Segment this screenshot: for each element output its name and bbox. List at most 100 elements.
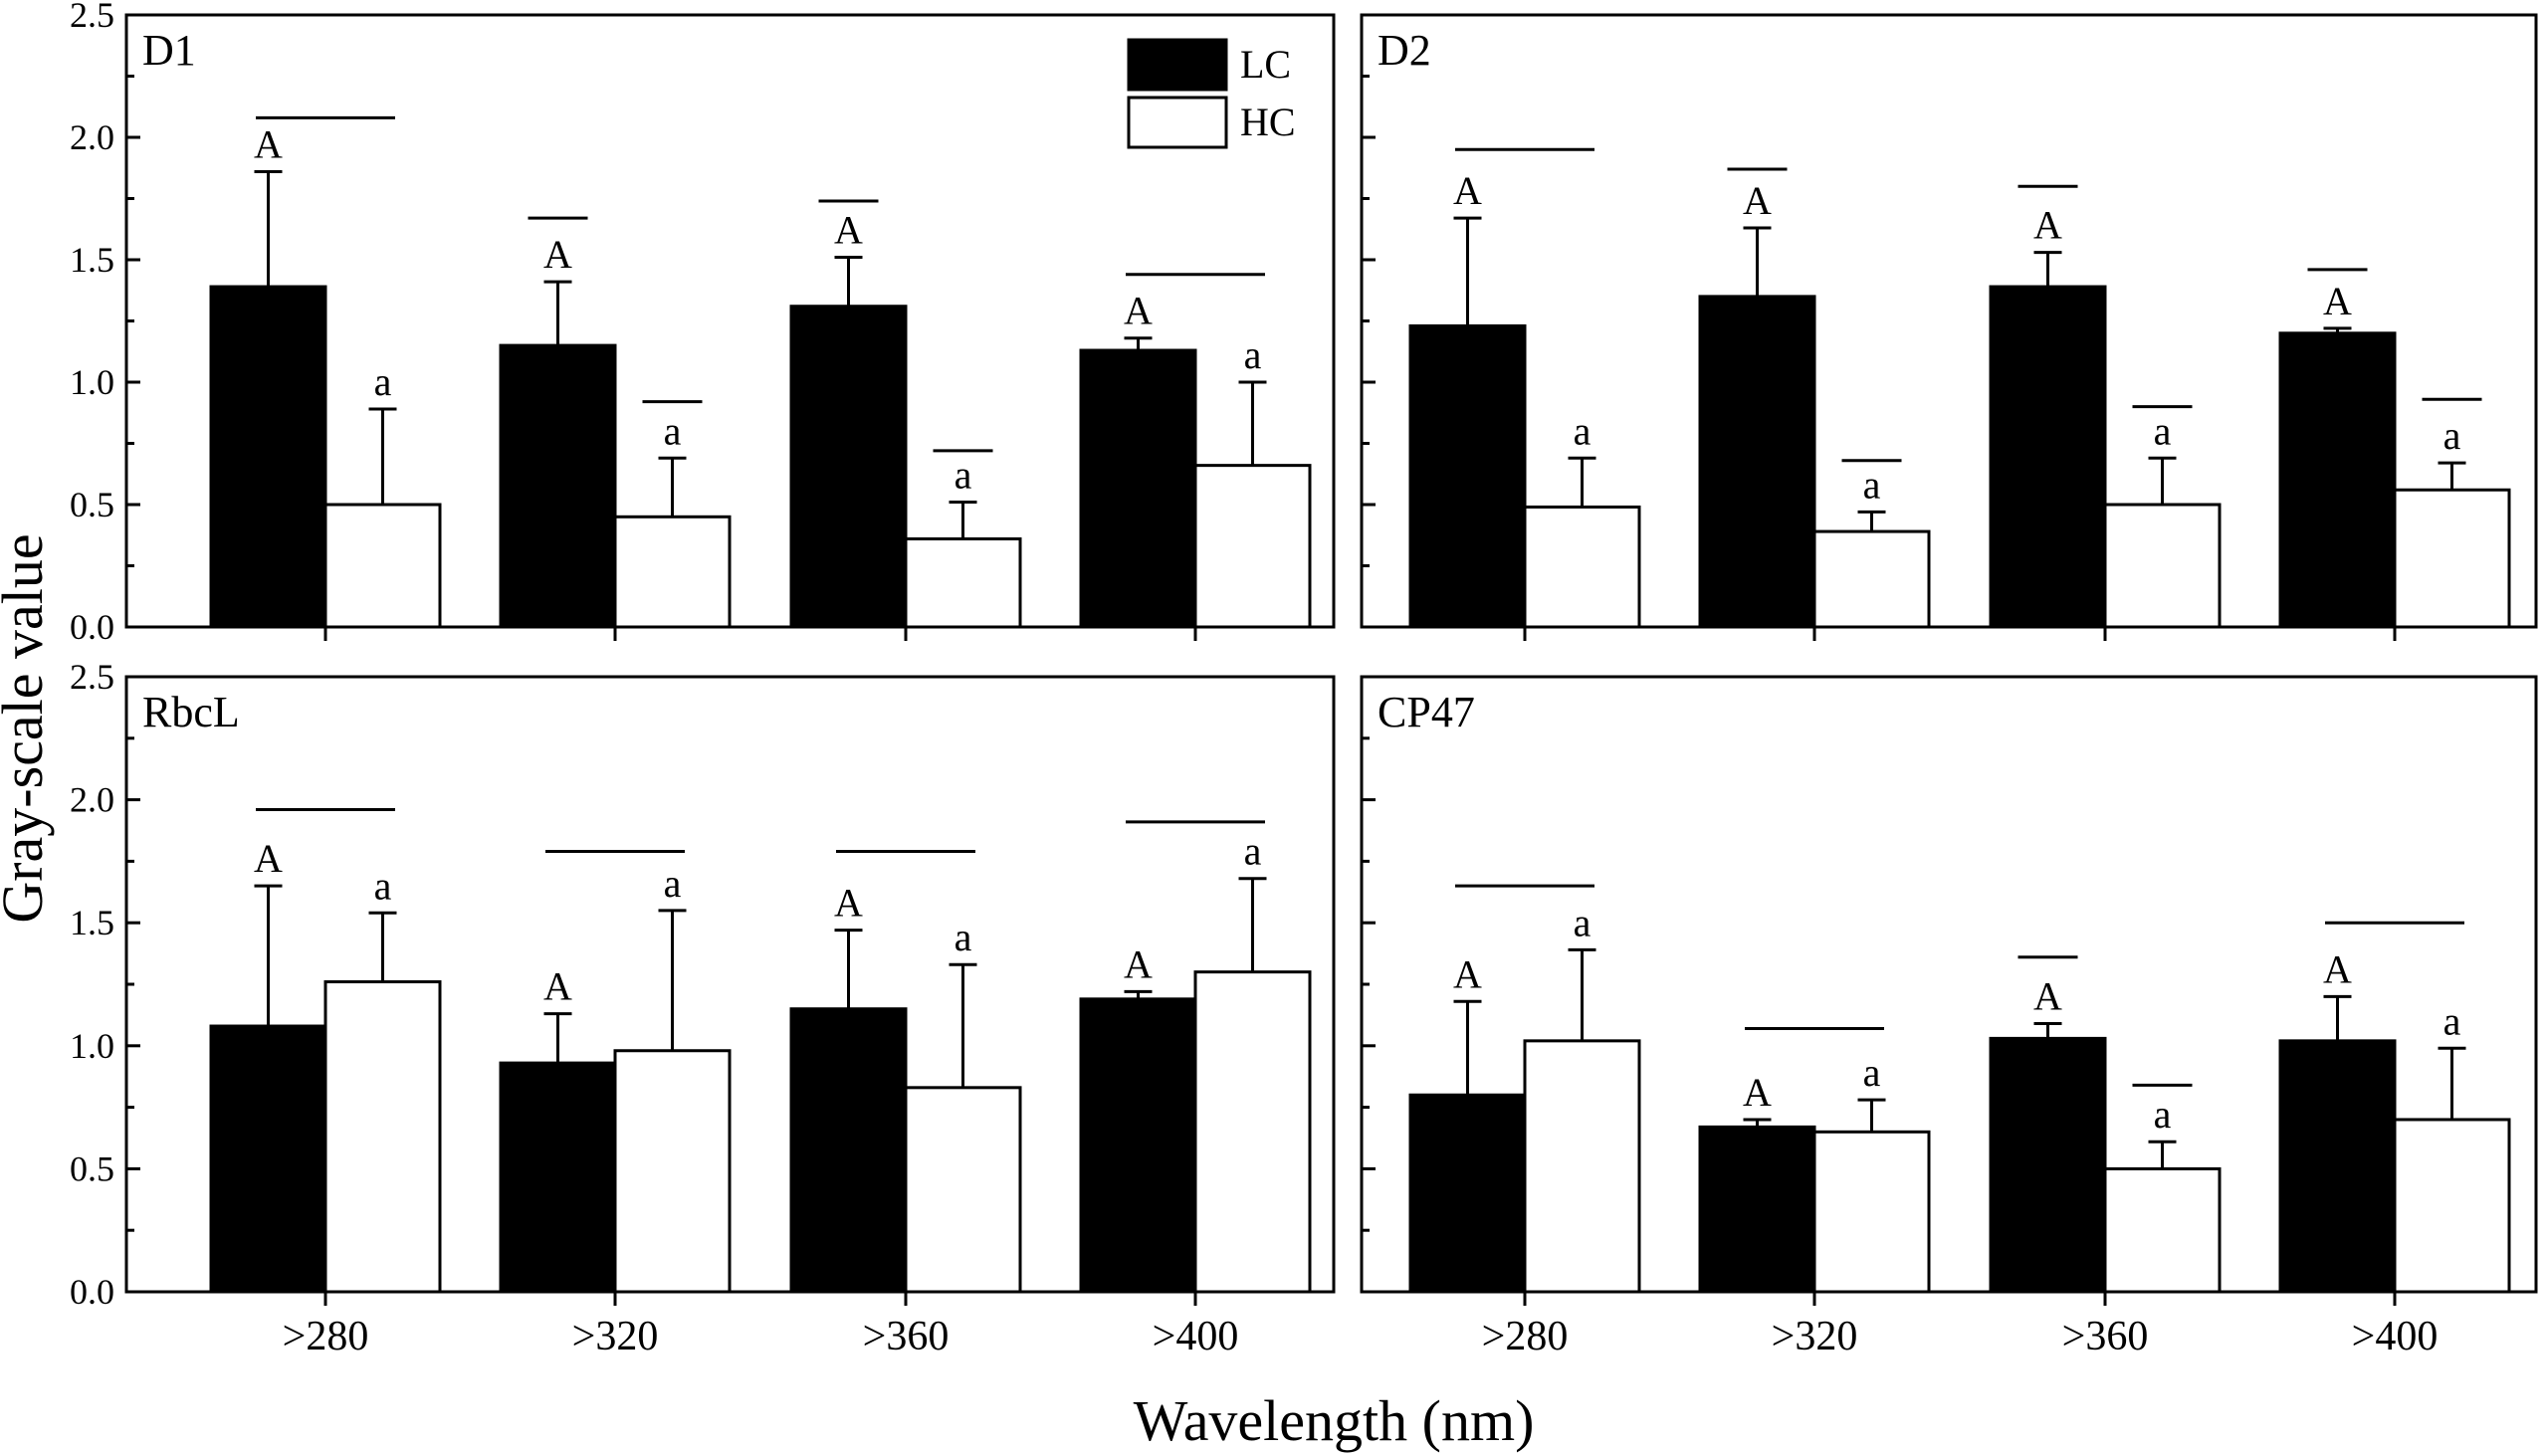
bar-lc (789, 305, 908, 629)
bar-hc (2393, 1118, 2511, 1294)
y-tick-label: 0.0 (70, 1272, 114, 1312)
bar-hc (1523, 505, 1641, 629)
legend-swatch-lc (1127, 38, 1228, 92)
x-tick-label: >400 (1153, 1314, 1239, 1359)
y-tick-label: 1.0 (70, 1026, 114, 1066)
significance-letter: A (1743, 178, 1772, 223)
bar-hc (904, 1086, 1022, 1294)
y-tick-label: 1.5 (70, 240, 114, 280)
y-tick-label: 2.0 (70, 117, 114, 157)
significance-letter: a (2154, 408, 2172, 453)
significance-letter: a (664, 861, 682, 906)
significance-letter: a (2154, 1092, 2172, 1137)
bar-lc (1079, 997, 1197, 1294)
bar-lc (1408, 323, 1527, 629)
significance-letter: A (254, 121, 283, 166)
bar-hc (613, 515, 732, 629)
y-tick-label: 2.5 (70, 0, 114, 35)
panel-d2: D2 A A A Aa a a a (1360, 13, 2538, 641)
significance-letter: A (2033, 974, 2062, 1019)
x-tick-label: >320 (1772, 1314, 1858, 1359)
bar-hc (1812, 1130, 1931, 1294)
significance-letter: a (1863, 1050, 1881, 1095)
significance-letter: a (1574, 900, 1592, 944)
legend: LC HC (1127, 38, 1296, 149)
significance-letter: A (834, 208, 863, 253)
bar-lc (2278, 1039, 2397, 1294)
significance-letter: A (1453, 168, 1482, 213)
bar-hc (1523, 1039, 1641, 1294)
y-tick-label: 1.0 (70, 362, 114, 402)
significance-letter: a (664, 408, 682, 453)
y-tick-label: 0.5 (70, 1148, 114, 1188)
bar-lc (1698, 1125, 1816, 1294)
significance-letter: a (955, 915, 972, 959)
panel-rbcl: 0.0 0.5 1.0 1.5 2.0 2.5 >280 >320 >360 >400 RbcL A A… (70, 657, 1336, 1359)
x-tick-label: >280 (1482, 1314, 1569, 1359)
bar-lc (209, 285, 327, 629)
y-axis-title: Gray-scale value (0, 533, 55, 923)
panel-label-d1: D1 (142, 26, 196, 75)
legend-label-lc: LC (1240, 42, 1291, 87)
y-tick-label: 0.0 (70, 607, 114, 647)
significance-letter: A (1124, 289, 1153, 333)
panel-cp47: >280 >320 >360 >400 CP47 A A A Aa a a a (1360, 675, 2538, 1359)
bar-lc (1698, 295, 1816, 629)
panel-label-rbcl: RbcL (142, 688, 240, 736)
significance-letter: a (955, 453, 972, 498)
significance-letter: a (1244, 829, 1262, 874)
significance-letter: a (1574, 408, 1592, 453)
x-axis-title: Wavelength (nm) (1134, 1388, 1535, 1453)
bar-lc (1989, 285, 2107, 629)
x-tick-label: >320 (572, 1314, 659, 1359)
significance-letter: A (2323, 946, 2352, 991)
legend-label-hc: HC (1240, 100, 1296, 144)
bar-hc (1193, 970, 1312, 1294)
bar-lc (1989, 1036, 2107, 1294)
significance-letter: a (1244, 332, 1262, 377)
bar-lc (2278, 331, 2397, 629)
significance-letter: a (2443, 413, 2461, 458)
bar-lc (1079, 348, 1197, 629)
significance-letter: A (543, 232, 572, 277)
bar-lc (499, 343, 617, 629)
significance-letter: A (254, 836, 283, 881)
bar-lc (209, 1024, 327, 1294)
bar-hc (1812, 529, 1931, 629)
bar-lc (1408, 1093, 1527, 1294)
bar-hc (904, 536, 1022, 629)
significance-letter: A (1743, 1070, 1772, 1115)
significance-letter: A (834, 881, 863, 926)
panel-d1: 0.0 0.5 1.0 1.5 2.0 2.5 D1 A A A Aa a a a (70, 0, 1336, 647)
x-tick-label: >360 (2062, 1314, 2149, 1359)
significance-letter: A (543, 964, 572, 1009)
bar-lc (789, 1007, 908, 1294)
significance-letter: a (374, 359, 392, 404)
panel-label-d2: D2 (1378, 26, 1431, 75)
panel-label-cp47: CP47 (1378, 688, 1475, 736)
x-tick-label: >360 (863, 1314, 950, 1359)
significance-letter: A (2323, 279, 2352, 323)
bar-hc (323, 980, 442, 1294)
y-tick-label: 2.0 (70, 780, 114, 820)
significance-letter: a (2443, 998, 2461, 1043)
bar-hc (323, 503, 442, 629)
x-tick-label: >280 (283, 1314, 369, 1359)
bar-hc (2103, 503, 2222, 629)
y-tick-label: 1.5 (70, 903, 114, 942)
bar-lc (499, 1061, 617, 1294)
x-tick-label: >400 (2352, 1314, 2439, 1359)
significance-letter: a (374, 863, 392, 908)
significance-letter: A (1453, 951, 1482, 996)
bar-hc (1193, 464, 1312, 629)
bar-hc (2103, 1166, 2222, 1294)
significance-letter: A (1124, 941, 1153, 986)
significance-letter: a (1863, 462, 1881, 507)
y-tick-label: 2.5 (70, 657, 114, 697)
significance-letter: A (2033, 203, 2062, 248)
legend-swatch-hc (1127, 96, 1228, 149)
bar-hc (2393, 488, 2511, 629)
bar-hc (613, 1049, 732, 1294)
